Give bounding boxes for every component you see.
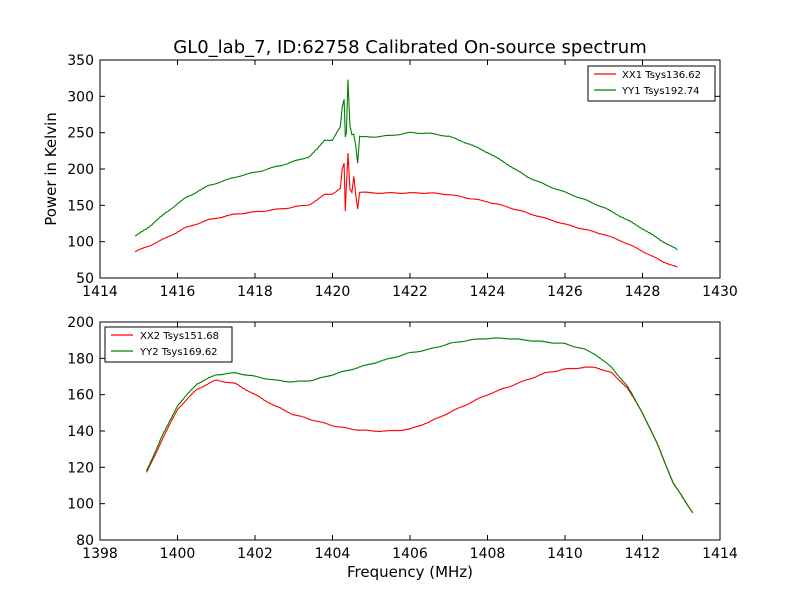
legend-label-yy2: YY2 Tsys169.62	[139, 347, 218, 358]
top-legend-box	[587, 65, 716, 102]
bottom-x-tick-label: 1414	[702, 546, 738, 562]
bottom-legend-box	[104, 326, 233, 363]
top-x-tick-label: 1428	[625, 284, 661, 300]
bottom-y-tick-label: 200	[67, 315, 94, 331]
x-axis-label: Frequency (MHz)	[347, 563, 473, 581]
bottom-x-tick-label: 1410	[547, 546, 583, 562]
top-series-line-1	[134, 152, 678, 268]
bottom-y-tick-label: 140	[67, 424, 94, 440]
bottom-x-tick-label: 1412	[625, 546, 661, 562]
bottom-panel: 1398 1400 1402 1404 1406 1408 1410 1412 1414 80 10…	[67, 315, 738, 562]
top-x-tick-label: 1418	[237, 284, 273, 300]
bottom-x-tick-label: 1402	[237, 546, 273, 562]
bottom-x-tick-label: 1404	[315, 546, 351, 562]
top-x-tick-label: 1414	[82, 284, 118, 300]
bottom-y-tick-label: 180	[67, 351, 94, 367]
top-y-tick-label: 150	[67, 198, 94, 214]
top-y-tick-label: 350	[67, 53, 94, 69]
bottom-y-tick-label: 160	[67, 388, 94, 404]
top-panel-plot-area	[134, 79, 678, 268]
top-y-tick-label: 200	[67, 162, 94, 178]
y-axis-label: Power in Kelvin	[42, 112, 60, 226]
bottom-x-tick-label: 1406	[392, 546, 428, 562]
bottom-series-line-2	[145, 337, 694, 514]
top-x-tick-label: 1422	[392, 284, 428, 300]
bottom-panel-ticks: 1398 1400 1402 1404 1406 1408 1410 1412 1414 80 10…	[67, 315, 738, 562]
top-y-tick-label: 250	[67, 126, 94, 142]
figure-title: GL0_lab_7, ID:62758 Calibrated On-source…	[173, 37, 646, 58]
legend-label-xx1: XX1 Tsys136.62	[622, 70, 701, 81]
bottom-panel-legend: XX2 Tsys151.68 YY2 Tsys169.62	[104, 326, 233, 363]
top-panel-legend: XX1 Tsys136.62 YY1 Tsys192.74	[587, 65, 716, 102]
top-panel-ticks: 1414 1416 1418 1420 1422 1424 1426 1428 1430 50 10…	[67, 53, 738, 300]
top-x-tick-label: 1420	[315, 284, 351, 300]
legend-label-xx2: XX2 Tsys151.68	[140, 331, 219, 342]
top-x-tick-label: 1430	[702, 284, 738, 300]
bottom-panel-plot-area	[145, 337, 694, 514]
top-x-tick-label: 1426	[547, 284, 583, 300]
top-panel: 1414 1416 1418 1420 1422 1424 1426 1428 1430 50 10…	[67, 53, 738, 300]
top-y-tick-label: 300	[67, 89, 94, 105]
bottom-x-tick-label: 1408	[470, 546, 506, 562]
bottom-y-tick-label: 120	[67, 460, 94, 476]
top-y-tick-label: 50	[76, 271, 94, 287]
bottom-x-tick-label: 1398	[82, 546, 118, 562]
bottom-x-tick-label: 1400	[160, 546, 196, 562]
bottom-y-tick-label: 80	[76, 533, 94, 549]
top-y-tick-label: 100	[67, 235, 94, 251]
legend-label-yy1: YY1 Tsys192.74	[621, 86, 700, 97]
top-x-tick-label: 1424	[470, 284, 506, 300]
bottom-y-tick-label: 100	[67, 497, 94, 513]
top-x-tick-label: 1416	[160, 284, 196, 300]
top-series-line-2	[134, 79, 678, 251]
bottom-series-line-1	[146, 366, 694, 514]
